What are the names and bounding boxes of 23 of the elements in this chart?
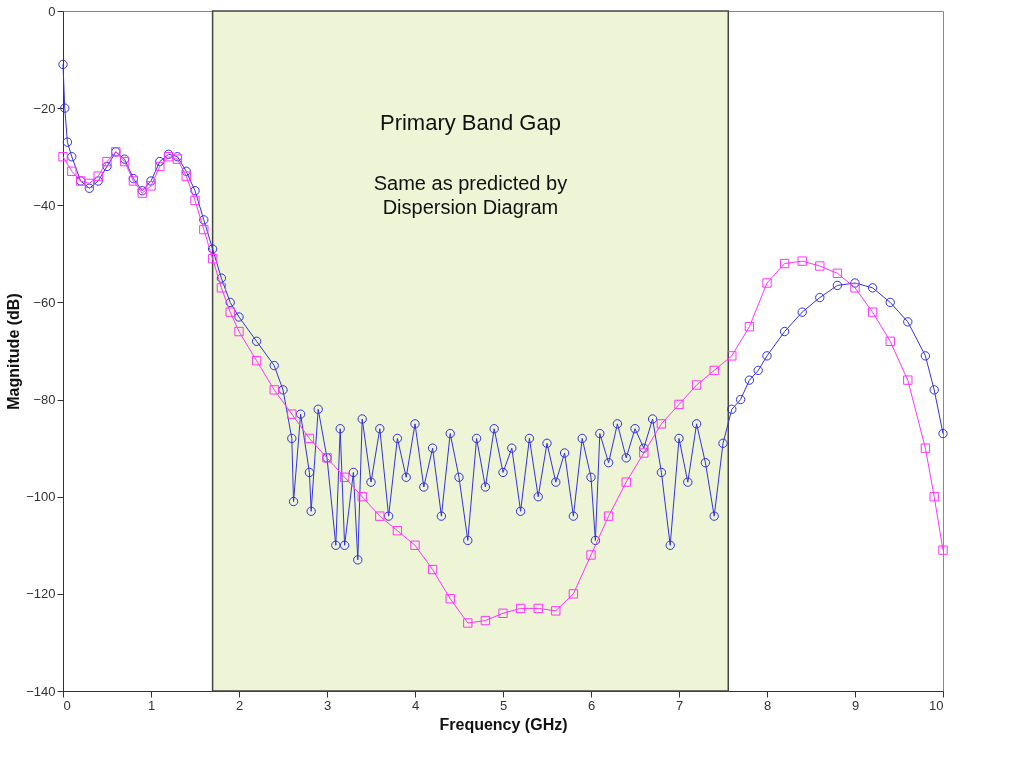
x-tick-label: 9 bbox=[851, 697, 860, 713]
x-tick-label: 5 bbox=[499, 697, 508, 713]
x-tick-label: 0 bbox=[63, 697, 71, 713]
x-tick-label: 1 bbox=[147, 697, 156, 713]
y-tick-label: −20 bbox=[33, 100, 56, 116]
x-tick-label: 10 bbox=[929, 697, 944, 713]
y-tick-label: −60 bbox=[33, 294, 56, 310]
x-tick-label: 8 bbox=[763, 697, 772, 713]
y-tick-label: −100 bbox=[26, 489, 56, 505]
y-tick-label: −140 bbox=[26, 683, 56, 699]
band-label: Primary Band Gap bbox=[379, 110, 561, 136]
y-tick-label: 0 bbox=[48, 3, 56, 19]
x-tick-label: 4 bbox=[411, 697, 420, 713]
x-axis-title: Frequency (GHz) bbox=[439, 715, 568, 733]
x-tick-label: 2 bbox=[235, 697, 244, 713]
x-tick-label: 3 bbox=[323, 697, 332, 713]
x-tick-label: 6 bbox=[587, 697, 596, 713]
annotation: Same as predicted by Dispersion Diagram bbox=[373, 172, 568, 219]
y-tick-label: −80 bbox=[33, 392, 56, 408]
y-axis-title: Magnitude (dB) bbox=[5, 293, 23, 410]
y-tick-label: −40 bbox=[33, 197, 56, 213]
y-tick-label: −120 bbox=[26, 586, 56, 602]
x-tick-label: 7 bbox=[675, 697, 684, 713]
